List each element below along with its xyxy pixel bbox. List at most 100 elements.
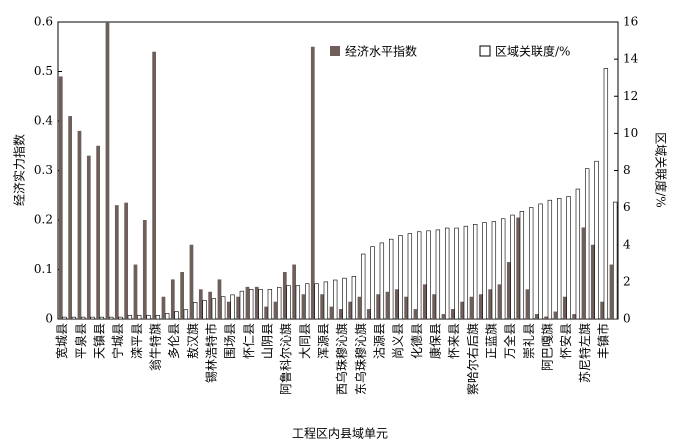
- x-tick-label: 苏尼特左旗: [577, 323, 592, 383]
- bar: [286, 285, 291, 320]
- bar: [170, 279, 175, 319]
- bar: [189, 244, 194, 319]
- y-tick-label: 0.4: [34, 114, 53, 128]
- x-tick-label: 怀安县: [558, 323, 573, 359]
- x-tick-label: 怀仁县: [242, 323, 256, 359]
- bar: [566, 196, 571, 320]
- bar: [441, 314, 446, 319]
- bar: [572, 314, 576, 319]
- bar: [236, 296, 240, 319]
- y2-tick-label: 6: [623, 200, 631, 214]
- bar: [301, 294, 306, 319]
- bar: [161, 296, 166, 319]
- bar: [351, 276, 357, 320]
- x-tick-label: 化德县: [409, 323, 424, 359]
- bar: [277, 287, 282, 320]
- bar: [426, 230, 431, 320]
- y2-tick-label: 14: [623, 52, 639, 66]
- bar: [376, 294, 380, 319]
- bar: [58, 76, 63, 319]
- bar: [357, 296, 362, 319]
- x-tick-label: 丰镇市: [596, 323, 611, 359]
- bar: [305, 283, 310, 320]
- bar: [600, 301, 604, 319]
- bar: [211, 298, 217, 320]
- x-tick-label: 正蓝旗: [484, 323, 499, 359]
- bar: [519, 211, 525, 320]
- x-tick-label: 康保县: [428, 323, 443, 359]
- x-tick-label: 围场县: [223, 323, 237, 359]
- bar: [385, 291, 390, 319]
- bar: [361, 253, 366, 320]
- y2-tick-label: 12: [623, 89, 638, 103]
- x-axis-label: 工程区内县域单元: [292, 426, 388, 441]
- bar: [510, 214, 515, 320]
- bar: [422, 284, 427, 319]
- bar: [96, 145, 100, 319]
- bar: [174, 311, 179, 320]
- y2-tick-label: 16: [623, 15, 638, 29]
- bar: [292, 264, 296, 319]
- bar: [183, 309, 189, 320]
- bar: [370, 246, 375, 320]
- bar: [547, 199, 553, 320]
- bar: [581, 227, 586, 319]
- bar: [407, 233, 413, 320]
- bar: [333, 279, 338, 320]
- y-tick-label: 0.6: [34, 15, 53, 29]
- y2-tick-label: 10: [623, 126, 638, 140]
- bar: [146, 314, 151, 320]
- bar: [226, 301, 231, 319]
- bar: [445, 227, 450, 320]
- bar: [544, 316, 548, 319]
- bar: [198, 289, 203, 319]
- bar: [230, 294, 235, 320]
- bar: [99, 316, 105, 320]
- x-tick-label: 东乌珠穆沁旗: [353, 323, 368, 395]
- bar: [398, 235, 403, 320]
- bar: [208, 291, 212, 319]
- bar: [124, 202, 128, 319]
- legend-label: 区域关联度/%: [495, 44, 570, 59]
- bar: [221, 296, 226, 320]
- bar: [114, 205, 119, 319]
- bar: [133, 264, 138, 319]
- y2-tick-label: 4: [623, 237, 631, 251]
- bar: [454, 227, 459, 320]
- x-tick-label: 阿巴嘎旗: [540, 323, 555, 371]
- bar: [417, 231, 422, 320]
- x-tick-label: 西乌珠穆沁旗: [334, 323, 349, 395]
- plot-frame: [57, 21, 619, 320]
- bar: [473, 224, 478, 320]
- x-tick-label: 山阴县: [261, 323, 275, 359]
- bar: [329, 306, 334, 319]
- x-tick-label: 宁城县: [110, 323, 125, 359]
- bar: [506, 262, 511, 319]
- bar: [379, 242, 385, 320]
- bar: [534, 314, 539, 319]
- bar: [165, 313, 170, 320]
- x-tick-label: 浑源县: [317, 323, 331, 359]
- bar: [460, 301, 464, 319]
- bar: [105, 22, 110, 319]
- x-tick-label: 敖汉旗: [185, 323, 200, 359]
- bar: [193, 301, 198, 320]
- bar: [538, 203, 543, 320]
- bar: [295, 285, 301, 320]
- bar: [282, 271, 287, 319]
- bar: [585, 168, 590, 320]
- x-tick-label: 怀来县: [447, 323, 461, 359]
- x-tick-label: 翁牛特旗: [148, 323, 163, 371]
- y-tick-label: 0.3: [34, 163, 53, 177]
- bar: [264, 306, 268, 319]
- y2-tick-label: 2: [623, 274, 631, 288]
- bar: [254, 286, 259, 319]
- bar: [249, 288, 254, 320]
- bar: [273, 301, 278, 319]
- y2-axis-label: 区域关联度/%: [654, 132, 669, 207]
- bar: [594, 160, 599, 320]
- bar: [478, 294, 483, 319]
- bar: [71, 316, 77, 320]
- bar: [323, 281, 329, 320]
